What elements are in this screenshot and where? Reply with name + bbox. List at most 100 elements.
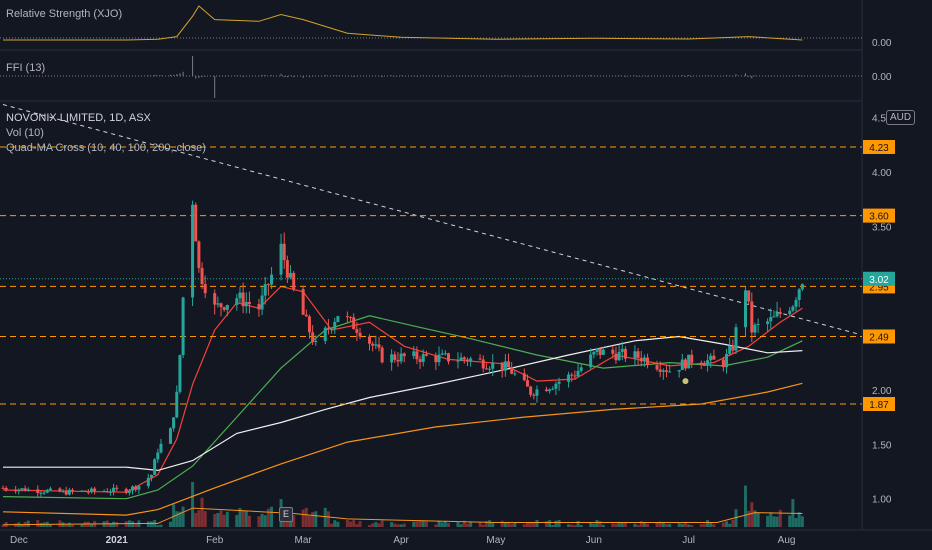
- candle-body: [1, 487, 5, 489]
- volume-bar: [535, 520, 539, 527]
- candle-body: [712, 355, 716, 360]
- volume-bar: [304, 507, 308, 527]
- volume-bar: [623, 522, 627, 527]
- volume-bar: [579, 525, 583, 527]
- volume-bar: [270, 506, 274, 527]
- price-level-tag: [863, 329, 895, 344]
- candle-body: [304, 314, 308, 317]
- candle-body: [532, 394, 536, 396]
- volume-bar: [706, 520, 710, 527]
- volume-indicator-label: Vol (10): [6, 127, 44, 139]
- candle-body: [200, 267, 204, 285]
- volume-bar: [235, 515, 239, 527]
- ffi-pane: 0.00: [0, 56, 892, 98]
- volume-bar: [301, 509, 305, 527]
- volume-bars: [1, 482, 804, 527]
- volume-bar: [459, 524, 463, 527]
- volume-bar: [307, 515, 311, 527]
- candle-body: [500, 362, 504, 371]
- candle-body: [39, 492, 43, 494]
- volume-bar: [702, 523, 706, 527]
- candle-body: [67, 489, 71, 495]
- candle-body: [14, 489, 18, 492]
- candle-body: [437, 354, 441, 363]
- candle-body: [64, 490, 68, 495]
- volume-bar: [598, 521, 602, 527]
- volume-bar: [349, 521, 353, 527]
- volume-bar: [690, 525, 694, 527]
- earnings-marker[interactable]: E: [279, 507, 293, 522]
- candle-body: [399, 353, 403, 362]
- volume-bar: [333, 520, 337, 527]
- volume-bar: [418, 521, 422, 527]
- ffi-pane-label: FFI (13): [6, 62, 46, 74]
- volume-bar: [421, 521, 425, 527]
- candle-body: [677, 370, 681, 372]
- volume-bar: [396, 524, 400, 527]
- volume-bar: [399, 524, 403, 527]
- volume-bar: [658, 521, 662, 527]
- volume-bar: [769, 512, 773, 527]
- candle-body: [633, 351, 637, 359]
- volume-bar: [58, 520, 62, 527]
- volume-bar: [311, 511, 315, 527]
- candle-body: [706, 360, 710, 366]
- volume-bar: [646, 523, 650, 527]
- volume-bar: [778, 509, 782, 527]
- candle-body: [554, 383, 558, 389]
- volume-bar: [655, 522, 659, 527]
- volume-bar: [48, 524, 52, 527]
- candle-body: [665, 370, 669, 372]
- x-tick-label: Jul: [682, 535, 695, 546]
- volume-bar: [64, 523, 68, 527]
- volume-bar: [513, 522, 517, 527]
- grid-lines: [0, 0, 932, 531]
- volume-bar: [567, 524, 571, 527]
- candle-body: [4, 487, 8, 490]
- candle-body: [465, 359, 469, 362]
- candle-body: [525, 380, 529, 387]
- volume-bar: [377, 523, 381, 527]
- candle-body: [45, 490, 49, 493]
- candle-body: [241, 292, 245, 307]
- candle-body: [557, 381, 561, 384]
- volume-bar: [576, 520, 580, 527]
- volume-bar: [548, 520, 552, 527]
- candle-body: [238, 292, 242, 299]
- volume-bar: [257, 516, 261, 527]
- price-level-tag: [863, 208, 895, 223]
- volume-bar: [794, 518, 798, 527]
- candle-body: [396, 359, 400, 362]
- rs-pane-label: Relative Strength (XJO): [6, 8, 123, 20]
- volume-bar: [522, 524, 526, 527]
- rs-line: [3, 5, 803, 41]
- candle-body: [658, 369, 662, 372]
- volume-bar: [551, 525, 555, 527]
- volume-bar: [462, 520, 466, 527]
- candle-body: [709, 355, 713, 361]
- candle-body: [646, 357, 650, 366]
- candle-body: [48, 488, 52, 491]
- volume-bar: [390, 522, 394, 527]
- candle-body: [598, 348, 602, 355]
- volume-bar: [149, 521, 153, 527]
- volume-bar: [788, 515, 792, 527]
- candle-body: [800, 284, 804, 290]
- candle-body: [219, 303, 223, 308]
- candle-body: [503, 361, 507, 371]
- ma200-line: [2, 382, 803, 516]
- candle-body: [513, 373, 517, 375]
- candle-body: [570, 374, 574, 376]
- rs-value-label: 0.00: [872, 38, 892, 49]
- candle-body: [507, 361, 511, 368]
- volume-bar: [589, 522, 593, 527]
- last-price-tag: [863, 271, 895, 286]
- volume-bar: [614, 523, 618, 527]
- candle-body: [721, 359, 725, 368]
- candle-body: [567, 374, 571, 382]
- volume-bar: [611, 523, 615, 527]
- volume-bar: [194, 512, 198, 527]
- currency-badge[interactable]: AUD: [886, 110, 916, 125]
- price-levels: [0, 104, 862, 405]
